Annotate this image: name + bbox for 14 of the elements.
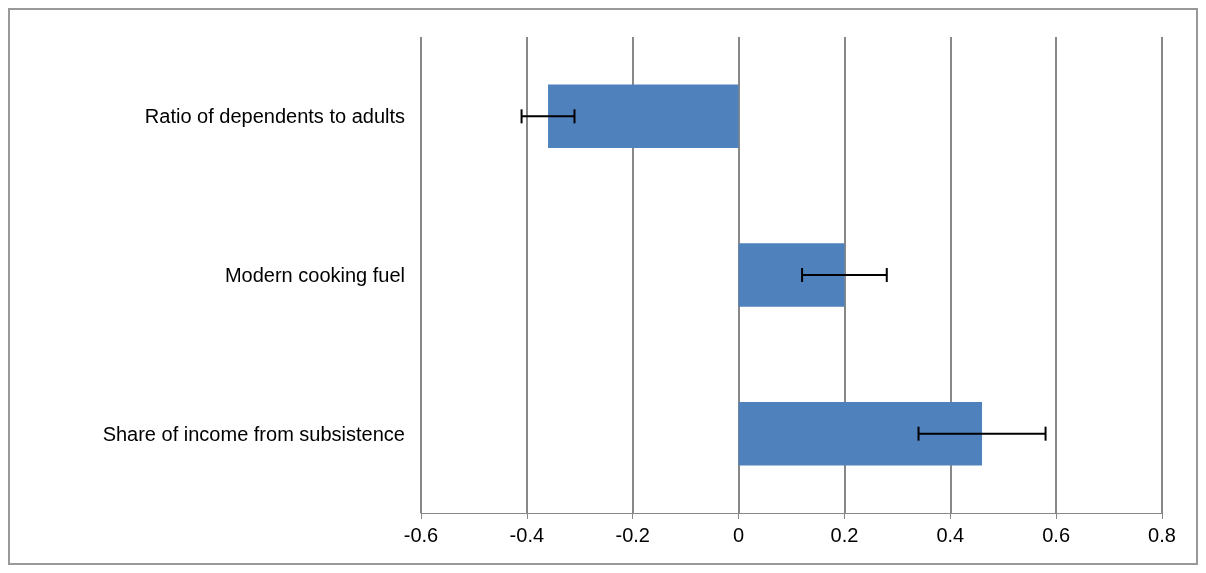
x-tick-label: -0.6 — [403, 524, 439, 546]
x-tick-label: -0.2 — [615, 524, 650, 546]
bar — [738, 401, 983, 466]
x-tick-label: 0.8 — [1148, 524, 1176, 546]
bar — [548, 84, 739, 149]
x-tick-label: 0.6 — [1042, 524, 1071, 546]
y-tick-label: Modern cooking fuel — [224, 264, 405, 286]
y-tick-label: Ratio of dependents to adults — [144, 105, 405, 128]
x-tick-label: 0.4 — [936, 524, 965, 546]
x-tick-label: -0.4 — [509, 524, 545, 546]
x-tick-label: 0 — [733, 524, 745, 546]
x-tick-label: 0.2 — [830, 524, 859, 546]
bar — [738, 243, 845, 307]
y-tick-label: Share of income from subsistence — [102, 422, 405, 445]
